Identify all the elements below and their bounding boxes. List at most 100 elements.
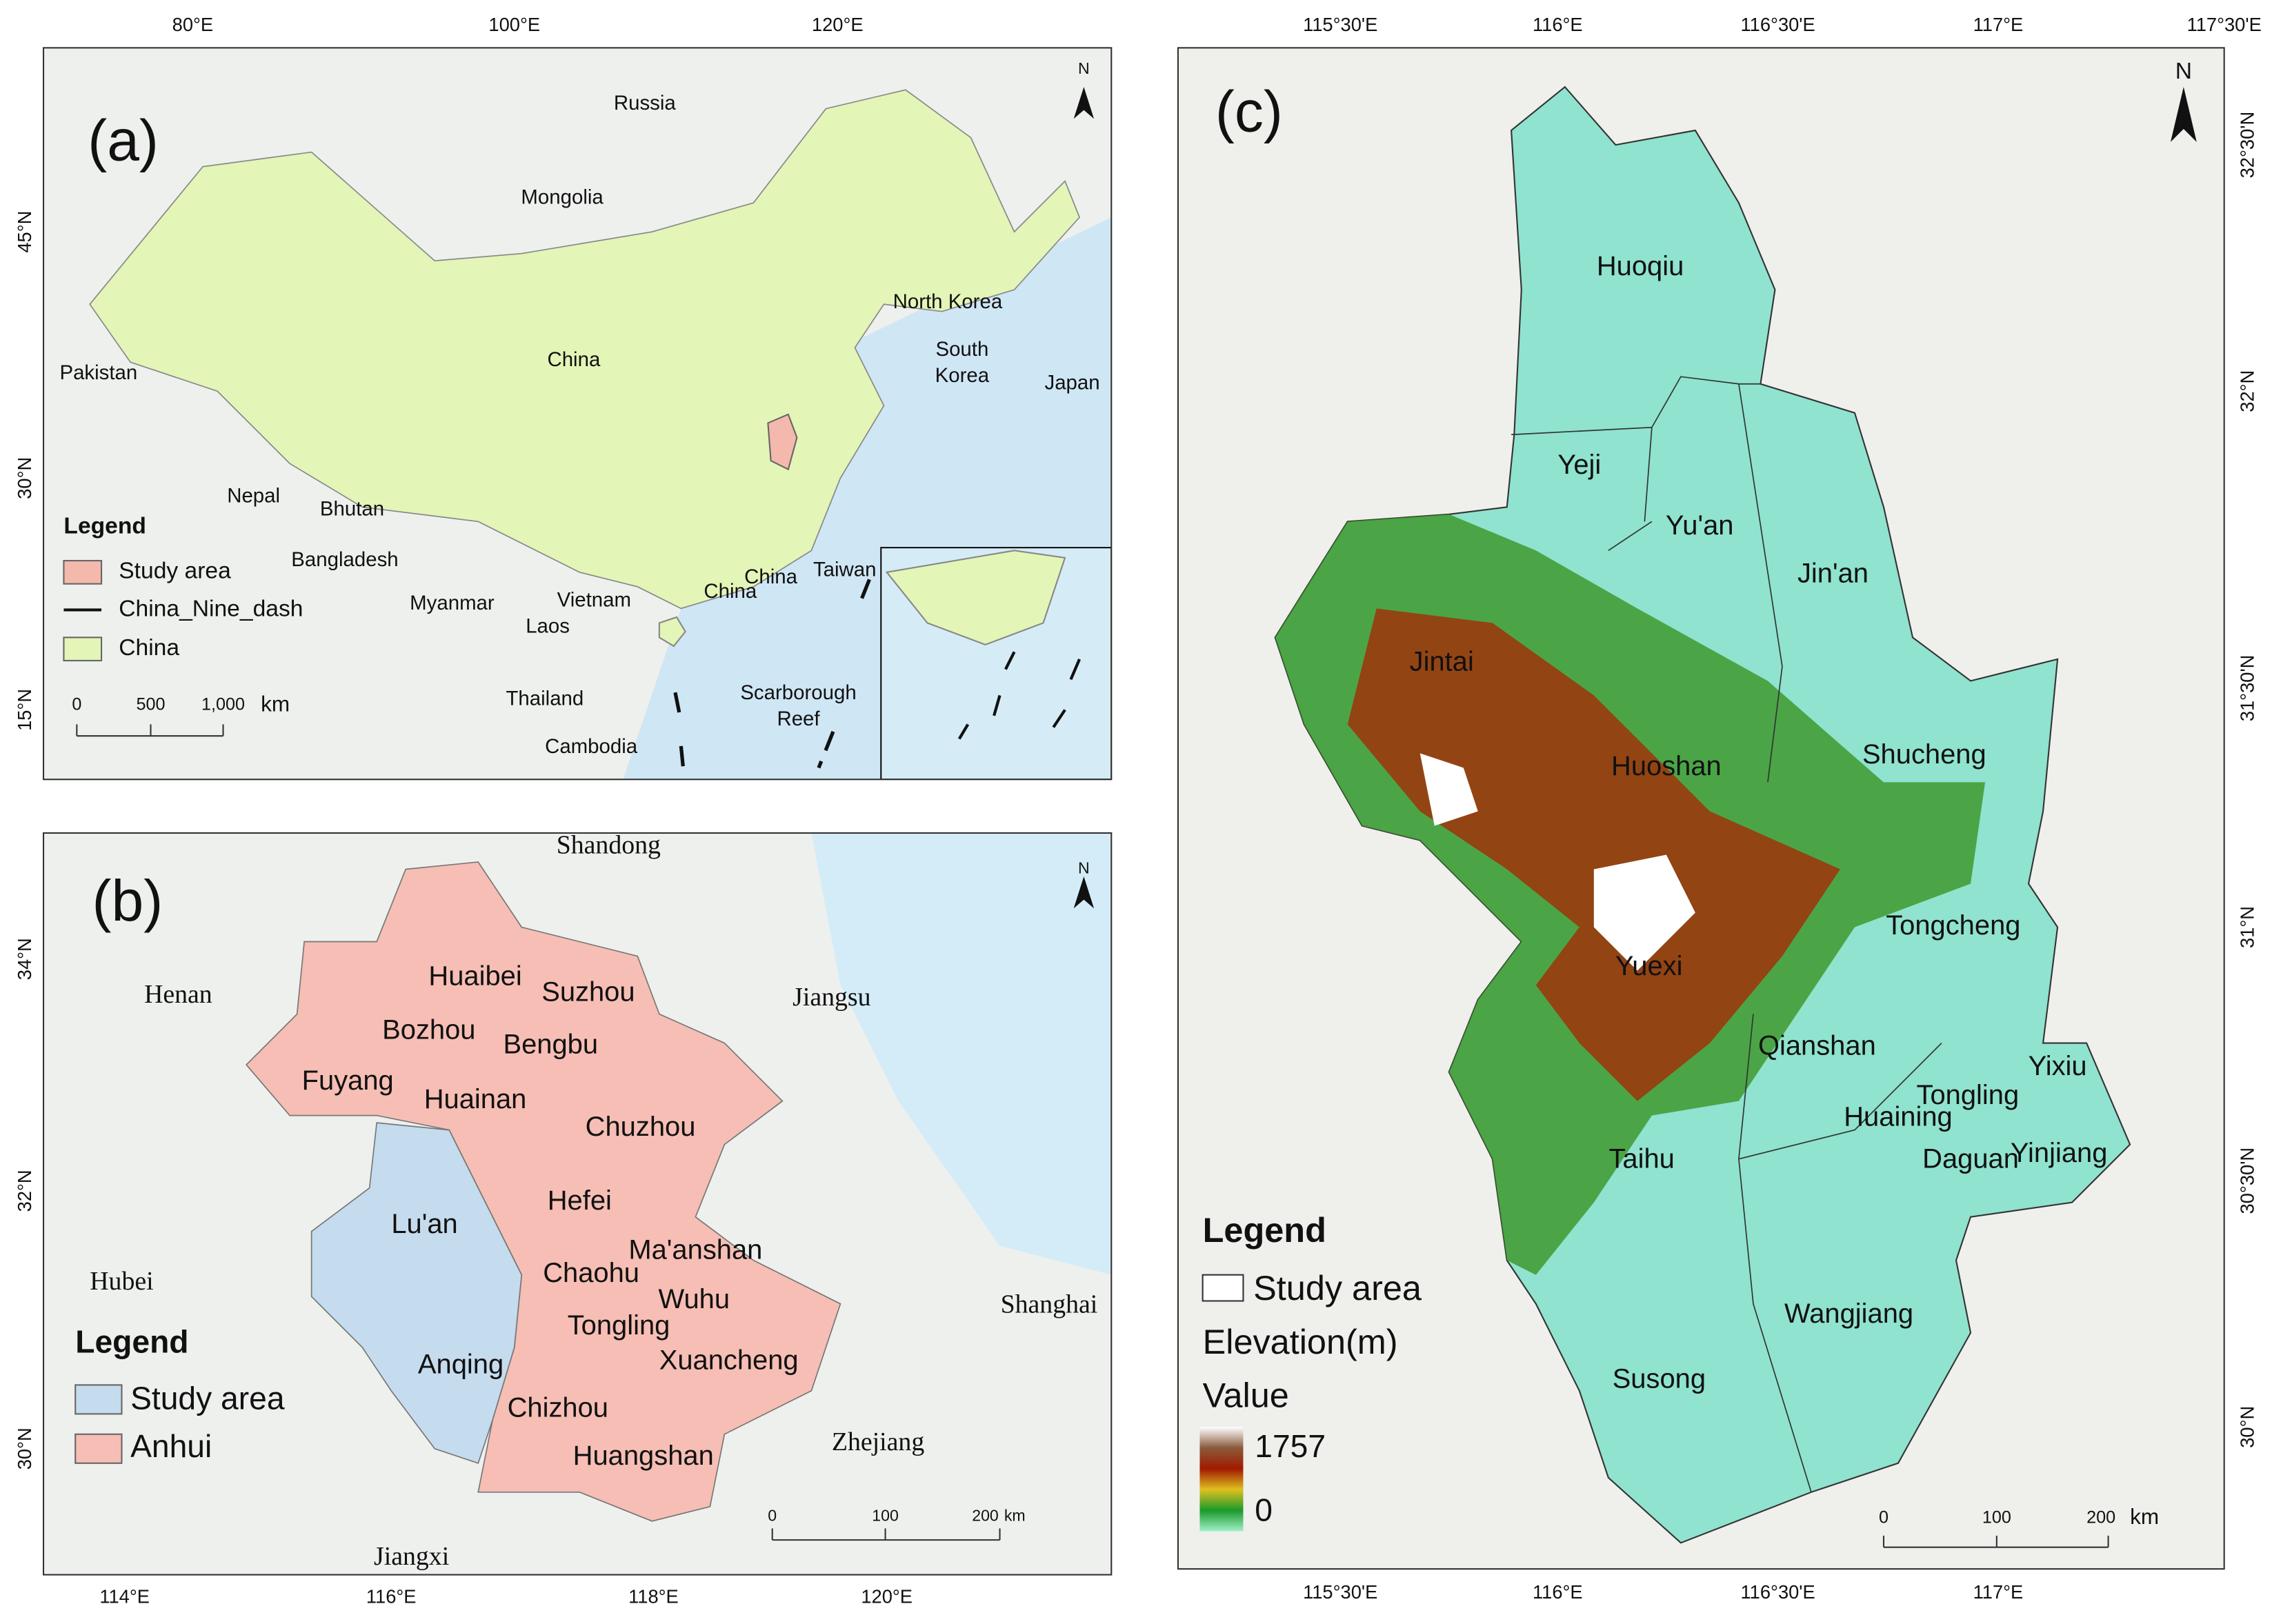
place-name: Mongolia xyxy=(521,186,604,209)
north-label: N xyxy=(1078,859,1090,877)
county-name: Huoshan xyxy=(1611,751,1722,781)
lon-tick: 116°E xyxy=(1533,14,1583,35)
city-name: Huangshan xyxy=(573,1441,714,1471)
legend-swatch-study xyxy=(63,559,103,585)
city-name: Chizhou xyxy=(508,1393,608,1423)
nine-dash-line xyxy=(673,579,871,776)
lat-tick: 32°N xyxy=(2237,370,2258,412)
place-name: Thailand xyxy=(506,687,584,710)
scale-tick: 0 xyxy=(1879,1507,1889,1527)
sea xyxy=(811,832,1112,1275)
lat-tick: 30°N xyxy=(14,1427,35,1470)
scale-tick: 0 xyxy=(768,1507,777,1525)
panel-label: (c) xyxy=(1215,79,1283,143)
legend-swatch-anhui xyxy=(74,1433,123,1464)
scale-bar-a xyxy=(76,724,224,737)
legend-item: Study area xyxy=(130,1381,285,1416)
county-name: Susong xyxy=(1613,1364,1706,1394)
scale-unit: km xyxy=(1004,1507,1026,1525)
legend-item: China_Nine_dash xyxy=(119,596,303,621)
place-name: Bhutan xyxy=(320,497,384,520)
panel-label: (b) xyxy=(92,868,163,933)
city-name: Chaohu xyxy=(543,1258,639,1288)
lon-tick: 117°30'E xyxy=(2187,14,2262,35)
scale-unit: km xyxy=(261,691,290,716)
place-name: Taiwan xyxy=(813,558,877,581)
city-name: Chuzhou xyxy=(586,1112,696,1142)
lon-tick: 116°30'E xyxy=(1741,1581,1815,1603)
place-name: Laos xyxy=(526,614,570,637)
city-name: Lu'an xyxy=(391,1209,457,1239)
legend-item: Value xyxy=(1203,1376,1289,1415)
county-name: Shucheng xyxy=(1862,739,1986,770)
city-name: Bengbu xyxy=(503,1029,598,1059)
county-name: Huoqiu xyxy=(1597,251,1684,281)
county-name: Huaining xyxy=(1844,1101,1953,1132)
place-name: South xyxy=(935,338,988,361)
place-name: Vietnam xyxy=(557,589,631,612)
province-name: Hubei xyxy=(90,1267,153,1296)
inset-china xyxy=(885,550,1066,645)
county-name: Taihu xyxy=(1608,1143,1674,1174)
scale-tick: 1,000 xyxy=(201,695,245,714)
county-name: Yixiu xyxy=(2029,1051,2087,1081)
scale-tick: 500 xyxy=(136,695,165,714)
lon-tick: 115°30'E xyxy=(1303,14,1377,35)
lat-tick: 32°30'N xyxy=(2237,112,2258,179)
elevation-ramp xyxy=(1199,1427,1244,1532)
lat-tick: 32°N xyxy=(14,1170,35,1212)
scale-unit: km xyxy=(2130,1504,2159,1529)
legend-item: Anhui xyxy=(130,1428,212,1464)
place-name: Scarborough xyxy=(740,681,856,704)
scale-bar-c xyxy=(1882,1535,2109,1548)
lat-tick: 30°30'N xyxy=(2237,1147,2258,1214)
county-name: Yuexi xyxy=(1615,951,1683,981)
legend-title: Legend xyxy=(63,514,146,539)
panel-b-map xyxy=(43,832,1112,1575)
lon-tick: 116°30'E xyxy=(1741,14,1815,35)
panel-a-map xyxy=(43,48,1112,780)
city-name: Wuhu xyxy=(659,1284,730,1314)
place-name: Pakistan xyxy=(59,361,137,384)
place-name: China xyxy=(704,580,757,603)
north-arrow-a xyxy=(1073,87,1095,119)
scale-bar-b xyxy=(771,1528,1001,1541)
north-label: N xyxy=(2175,59,2192,84)
legend-title: Legend xyxy=(75,1324,188,1360)
place-name: Korea xyxy=(935,364,990,387)
scale-tick: 200 xyxy=(2086,1507,2115,1527)
lon-tick: 100°E xyxy=(488,14,540,35)
legend-item: China xyxy=(119,635,179,661)
legend-swatch-study xyxy=(1202,1274,1244,1302)
province-name: Shandong xyxy=(557,831,661,860)
ramp-max: 1757 xyxy=(1255,1428,1326,1464)
county-name: Daguan xyxy=(1922,1143,2019,1174)
ramp-min: 0 xyxy=(1255,1492,1273,1527)
china-polygon xyxy=(89,89,1081,610)
county-name: Tongcheng xyxy=(1886,910,2020,941)
province-name: Shanghai xyxy=(1001,1290,1098,1319)
scale-tick: 200 xyxy=(972,1507,999,1525)
county-name: Yu'an xyxy=(1666,510,1734,541)
lon-tick: 117°E xyxy=(1973,14,2024,35)
panel-b-frame xyxy=(42,832,1113,1576)
lat-tick: 31°N xyxy=(2237,906,2258,948)
lon-tick: 115°30'E xyxy=(1303,1581,1377,1603)
county-name: Jintai xyxy=(1410,647,1474,677)
county-name: Wangjiang xyxy=(1784,1299,1913,1329)
city-name: Tongling xyxy=(568,1310,670,1341)
county-name: Yinjiang xyxy=(2011,1138,2108,1168)
city-name: Huaibei xyxy=(428,961,521,992)
scale-tick: 100 xyxy=(1982,1507,2011,1527)
province-name: Henan xyxy=(144,980,212,1009)
terrain-brown xyxy=(1347,608,1840,1101)
county-name: Tongling xyxy=(1917,1080,2020,1110)
place-name: Cambodia xyxy=(545,735,638,758)
lat-tick: 30°N xyxy=(2237,1406,2258,1448)
city-name: Hefei xyxy=(548,1185,612,1216)
city-name: Anqing xyxy=(418,1350,504,1380)
place-name: China xyxy=(547,348,600,371)
legend-item: Elevation(m) xyxy=(1203,1322,1398,1361)
